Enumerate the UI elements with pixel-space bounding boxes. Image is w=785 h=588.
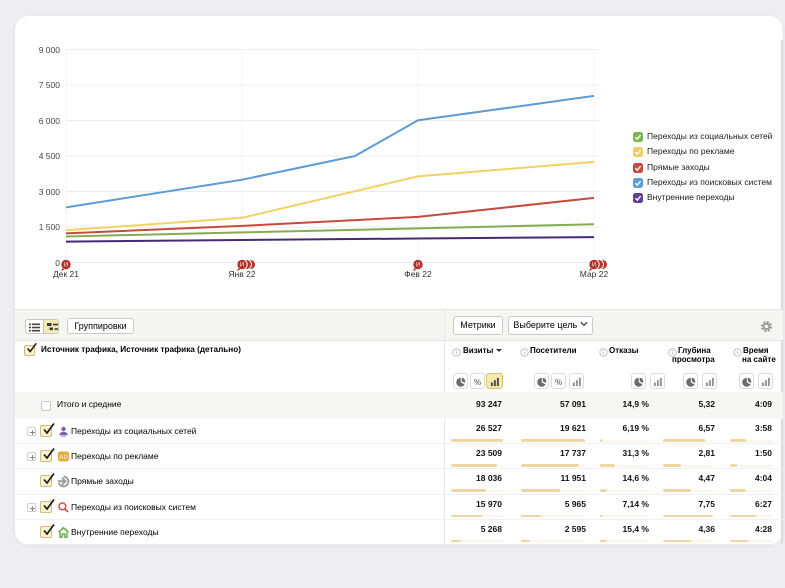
svg-text:И: И xyxy=(240,263,244,269)
svg-text:И: И xyxy=(592,263,596,269)
svg-text:И: И xyxy=(64,263,68,269)
svg-text:AD: AD xyxy=(59,455,68,461)
svg-text:И: И xyxy=(416,263,420,269)
